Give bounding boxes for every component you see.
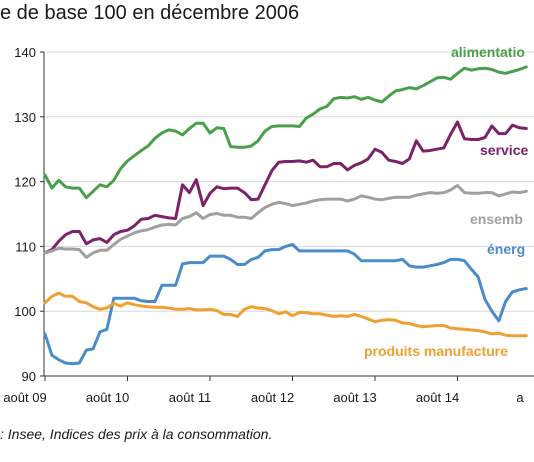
x-tick-label: août 14 (416, 390, 459, 405)
series-line-4 (43, 291, 528, 338)
y-tick-label: 120 (14, 175, 36, 190)
axes (43, 52, 534, 377)
x-tick-label: août 09 (3, 390, 46, 405)
x-tick-label: août 13 (333, 390, 376, 405)
x-tick-label: a (516, 390, 524, 405)
y-tick-label: 90 (22, 369, 36, 384)
x-tick-label: août 11 (169, 390, 211, 405)
chart-title: e de base 100 en décembre 2006 (0, 2, 300, 24)
series-line-3 (43, 243, 528, 366)
series-label-1: service (480, 142, 528, 158)
x-tick-label: août 12 (251, 390, 294, 405)
grid-lines (44, 51, 534, 312)
y-tick-label: 130 (14, 110, 36, 125)
y-tick-label: 110 (15, 239, 36, 254)
series-line-2 (43, 184, 528, 259)
source-note: : Insee, Indices des prix à la consommat… (0, 426, 273, 442)
y-tick-label: 140 (14, 45, 36, 60)
y-tick-label: 100 (14, 304, 36, 319)
series-label-0: alimentatio (451, 44, 525, 60)
series-line-1 (43, 120, 528, 255)
series-label-2: ensemb (470, 211, 523, 227)
x-axis-ticks: août 09 août 10 août 11 août 12 août 13 août … (3, 376, 524, 405)
series-label-4: produits manufacture (364, 343, 508, 359)
x-tick-label: août 10 (86, 390, 129, 405)
y-axis-ticks: 90 100 110 120 130 140 (14, 45, 44, 384)
series-line-0 (43, 65, 528, 200)
series-lines (43, 65, 528, 366)
series-labels: alimentatio service ensemb énerg produits ma… (364, 44, 528, 359)
series-label-3: énerg (487, 241, 525, 257)
